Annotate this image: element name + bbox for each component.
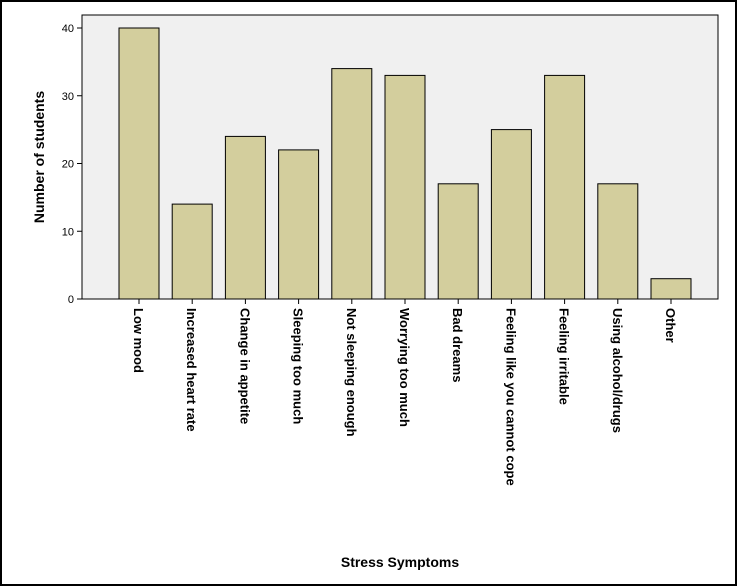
bar — [650, 278, 692, 300]
x-tick-label: Feeling like you cannot cope — [503, 308, 518, 486]
bar — [544, 74, 586, 300]
x-tick-label: Sleeping too much — [291, 308, 306, 424]
bar — [278, 149, 320, 300]
bar — [331, 68, 373, 300]
y-tick-label: 40 — [62, 23, 74, 35]
x-tick-label: Change in appetite — [237, 308, 252, 424]
bar — [597, 183, 639, 300]
x-tick-label: Worrying too much — [397, 308, 412, 427]
x-axis: Low mood Increased heart rate Change in ap… — [131, 299, 678, 486]
x-tick-label: Using alcohol/drugs — [610, 308, 625, 433]
y-axis: 0 10 20 30 40 — [62, 23, 82, 306]
bar — [437, 183, 479, 300]
bar — [118, 27, 160, 300]
bar — [384, 74, 426, 300]
x-tick-label: Other — [663, 308, 678, 343]
y-tick-label: 10 — [62, 226, 74, 238]
bar — [224, 135, 266, 300]
x-tick-label: Bad dreams — [450, 308, 465, 382]
y-tick-label: 30 — [62, 91, 74, 103]
x-tick-label: Low mood — [131, 308, 146, 373]
bars-group — [118, 27, 692, 300]
bar — [490, 129, 532, 300]
x-tick-label: Increased heart rate — [184, 308, 199, 432]
bar — [171, 203, 213, 300]
y-tick-label: 20 — [62, 159, 74, 171]
x-axis-title: Stress Symptoms — [341, 554, 459, 570]
y-tick-label: 0 — [68, 294, 74, 306]
x-tick-label: Feeling irritable — [557, 308, 572, 405]
y-axis-title: Number of students — [31, 91, 47, 223]
x-tick-label: Not sleeping enough — [344, 308, 359, 437]
